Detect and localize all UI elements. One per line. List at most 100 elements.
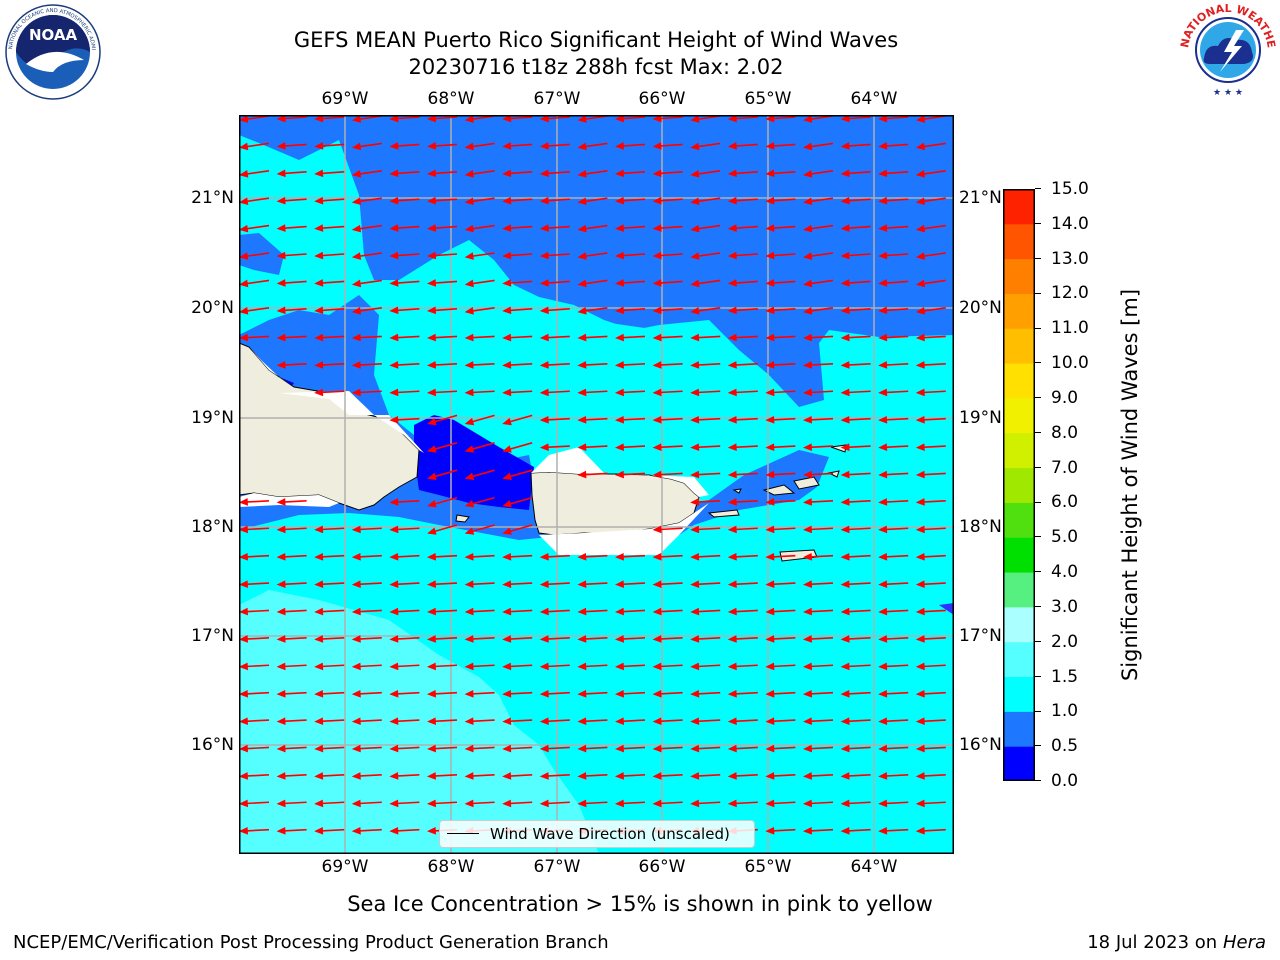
- wave-direction-arrowhead: [690, 333, 700, 342]
- wave-direction-arrowhead: [878, 580, 888, 588]
- wave-direction-arrowhead: [351, 689, 361, 698]
- wave-direction-arrowhead: [314, 115, 324, 123]
- wave-direction-arrowhead: [426, 607, 436, 616]
- wave-direction-arrowhead: [614, 361, 624, 369]
- wave-direction-arrowhead: [351, 197, 362, 206]
- wave-direction-arrowhead: [314, 717, 324, 725]
- wave-direction-arrowhead: [840, 662, 850, 671]
- wave-direction-arrowhead: [314, 799, 324, 808]
- wave-direction-arrowhead: [727, 306, 737, 315]
- wave-direction-arrowhead: [577, 552, 587, 561]
- wave-direction-arrowhead: [314, 552, 324, 561]
- wave-direction-arrowhead: [878, 115, 888, 123]
- colorbar-tick-mark: [1035, 571, 1041, 573]
- footer-date: 18 Jul 2023 on Hera: [1087, 932, 1266, 954]
- wave-direction-arrowhead: [276, 552, 286, 561]
- colorbar-tick-mark: [1035, 710, 1041, 712]
- lat-label-right: 19°N: [959, 408, 1002, 428]
- wave-direction-arrowhead: [614, 196, 625, 205]
- wave-direction-arrowhead: [276, 607, 286, 616]
- wave-direction-arrowhead: [426, 115, 437, 123]
- colorbar-tick-label: 8.0: [1051, 422, 1079, 443]
- wave-direction-arrowhead: [426, 196, 437, 205]
- wave-direction-arrowhead: [539, 717, 549, 725]
- wave-direction-arrowhead: [426, 279, 437, 287]
- wave-direction-arrowhead: [652, 333, 662, 342]
- wave-direction-arrowhead: [314, 306, 324, 315]
- wave-direction-arrowhead: [652, 470, 662, 479]
- wave-direction-arrowhead: [765, 552, 775, 561]
- wave-direction-arrowhead: [539, 415, 549, 424]
- lat-label-right: 21°N: [959, 188, 1002, 208]
- wave-direction-arrowhead: [426, 552, 436, 561]
- lon-label-bottom: 66°W: [638, 857, 686, 877]
- wave-direction-arrowhead: [426, 169, 437, 178]
- lat-label-left: 20°N: [191, 298, 234, 318]
- wave-direction-arrowhead: [802, 717, 812, 725]
- wave-direction-arrowhead: [351, 224, 362, 233]
- wave-direction-arrowhead: [577, 197, 587, 206]
- wave-direction-arrowhead: [840, 251, 850, 260]
- wave-direction-arrowhead: [878, 772, 888, 780]
- wave-direction-arrowhead: [389, 169, 399, 178]
- colorbar-tick-mark: [1035, 536, 1041, 538]
- wave-direction-arrowhead: [915, 415, 925, 424]
- wave-direction-arrowhead: [840, 224, 850, 232]
- wave-direction-arrowhead: [878, 224, 888, 232]
- colorbar-tick-label: 4.0: [1051, 562, 1079, 583]
- wave-direction-arrowhead: [239, 279, 249, 288]
- lon-label-bottom: 67°W: [533, 857, 581, 877]
- wave-direction-arrowhead: [502, 552, 512, 561]
- colorbar-segment: [1003, 676, 1035, 712]
- wave-direction-arrowhead: [614, 799, 624, 808]
- wave-direction-arrowhead: [539, 635, 549, 643]
- wave-direction-arrowhead: [389, 224, 399, 232]
- wave-direction-arrowhead: [351, 333, 361, 342]
- wave-direction-arrowhead: [840, 744, 850, 753]
- wave-direction-arrowhead: [239, 772, 248, 780]
- wave-direction-arrowhead: [314, 142, 324, 150]
- wave-direction-arrowhead: [577, 744, 587, 753]
- wave-direction-arrowhead: [915, 252, 926, 260]
- footer-host: Hera: [1222, 932, 1266, 953]
- wave-direction-arrowhead: [502, 689, 512, 698]
- wave-direction-arrowhead: [803, 115, 813, 123]
- wave-direction-arrowhead: [878, 662, 888, 671]
- lat-label-left: 17°N: [191, 626, 234, 646]
- wave-direction-arrowhead: [389, 333, 399, 342]
- wave-direction-arrowhead: [276, 142, 286, 150]
- wave-direction-arrowhead: [276, 717, 286, 725]
- wave-direction-arrowhead: [276, 826, 286, 835]
- colorbar-tick-mark: [1035, 675, 1041, 677]
- wave-direction-arrowhead: [690, 744, 700, 753]
- wave-direction-arrowhead: [652, 607, 662, 616]
- wave-direction-arrowhead: [614, 115, 625, 123]
- colorbar-tick-mark: [1035, 432, 1041, 433]
- wave-direction-arrowhead: [802, 415, 812, 424]
- wave-direction-arrowhead: [239, 115, 249, 123]
- wave-direction-arrowhead: [878, 498, 888, 506]
- wave-direction-arrowhead: [239, 333, 248, 342]
- lat-label-right: 18°N: [959, 517, 1002, 537]
- wave-direction-arrowhead: [276, 115, 286, 123]
- wave-direction-arrowhead: [539, 552, 549, 561]
- wave-direction-arrowhead: [389, 717, 399, 725]
- wave-direction-arrowhead: [239, 525, 248, 534]
- wave-direction-arrowhead: [464, 252, 474, 260]
- wave-direction-arrowhead: [239, 635, 248, 643]
- wave-direction-arrowhead: [314, 744, 324, 753]
- wave-direction-arrowhead: [915, 498, 925, 506]
- wave-direction-arrowhead: [426, 799, 436, 808]
- wave-direction-arrowhead: [502, 580, 512, 588]
- wave-direction-arrowhead: [389, 799, 399, 808]
- wave-direction-arrowhead: [614, 635, 624, 643]
- wave-direction-arrowhead: [464, 772, 474, 780]
- wave-direction-arrowhead: [765, 333, 775, 342]
- wave-direction-arrowhead: [690, 224, 700, 233]
- wave-direction-arrowhead: [802, 470, 812, 479]
- wave-direction-arrowhead: [765, 498, 775, 506]
- wave-direction-arrowhead: [351, 799, 361, 808]
- wave-direction-arrowhead: [878, 635, 888, 643]
- lat-label-left: 19°N: [191, 408, 234, 428]
- wave-direction-arrowhead: [765, 169, 775, 178]
